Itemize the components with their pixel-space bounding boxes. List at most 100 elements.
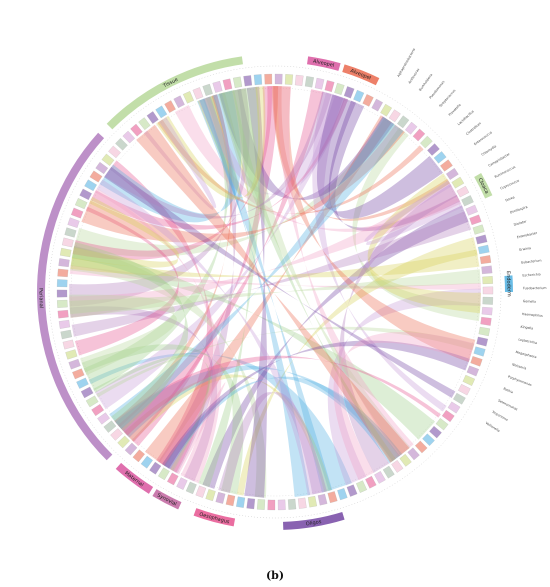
taxon-label: Streptococcus [438,88,456,108]
taxon-tile [473,346,486,357]
chord-ribbon [333,332,475,481]
taxon-tile [257,499,266,510]
taxon-tile [476,336,488,347]
taxon-label: Leptotrichia [518,337,537,345]
taxon-label: Enterococcus [473,130,493,146]
taxon-tile [482,296,494,305]
taxon-label: Enterobacter [516,231,538,240]
taxon-tile [108,145,121,159]
chord-ribbon [88,352,352,491]
guide-ring-outer [48,65,502,519]
taxon-tile [124,442,138,456]
taxon-tile [480,316,492,326]
segment-label: Alveopel [312,58,334,68]
taxon-tile [479,255,492,265]
taxon-tile [130,123,143,137]
taxon-label: Coprococcus [500,178,520,190]
taxon-tile [97,412,110,425]
taxon-tile [243,75,253,87]
segment-label: Perianal [37,288,44,308]
taxon-label: Burkholderia [418,73,433,92]
taxon-tile [67,217,80,228]
taxon-tile [470,356,483,367]
chord-ribbon [81,344,244,495]
chord-ribbon [115,365,400,462]
taxon-label: Ruminococcus [494,165,517,179]
figure-caption: (b) [265,569,285,582]
taxon-tile [304,76,314,88]
segment-band [474,173,493,199]
taxon-tile [132,449,145,463]
chord-ribbon [94,94,346,410]
taxon-tile [173,95,185,108]
taxon-tile [264,73,273,85]
taxon-tile [101,153,115,166]
taxon-tile [412,128,426,142]
taxon-tile [307,496,318,508]
taxon-label: Erwinia [519,246,531,252]
taxon-tile [103,420,117,433]
taxon-tile [466,365,479,377]
chord-ribbon [104,166,456,398]
taxon-label: Selenomonas [497,398,518,411]
taxon-tile [334,82,345,95]
taxon-tile [140,455,153,469]
chord-ribbon [159,378,226,475]
chord-ribbon [271,86,476,363]
taxon-tile [232,76,243,88]
chord-ribbon [244,86,268,498]
taxon-label: Haemophilus [522,312,543,318]
taxon-tile [422,433,435,446]
taxon-label: Megasphaera [515,350,537,359]
taxon-label: Oscillospira [509,205,528,215]
taxon-tile [382,465,395,479]
segment-label: Endoderm [505,271,512,297]
taxon-tile [212,80,223,93]
chord-ribbon [94,188,222,484]
taxon-label: Gemella [523,299,536,304]
chord-ribbon [99,90,241,223]
taxon-label: Neisseria [512,362,527,370]
taxon-tile [192,87,204,100]
taxon-label: Fusobacterium [523,286,547,290]
taxon-tile [440,159,453,172]
chord-ribbon [69,265,481,290]
taxon-tile [183,91,194,104]
taxon-tile [58,319,71,329]
chord-ribbon [70,245,436,440]
taxon-tile [365,476,377,489]
chord-ribbon [367,173,481,314]
taxon-label: Pseudomonas [428,80,445,100]
chord-ribbon [131,86,279,447]
taxon-tile [79,188,92,200]
taxon-label: Clostridium [465,121,482,136]
taxon-label: Dorea [505,195,515,202]
taxon-tile [115,138,128,151]
taxon-tile [85,395,99,408]
taxon-tile [481,306,493,316]
taxon-tile [277,499,286,511]
taxon-tile [371,98,383,112]
taxon-tile [399,454,412,467]
taxon-tile [76,377,89,389]
taxon-label: Porphyromonas [507,375,532,387]
taxon-tile [397,115,410,129]
taxon-label: Acidovorax [407,67,420,84]
taxon-tile [458,384,471,396]
taxon-tile [469,214,482,225]
taxon-tile [56,279,68,288]
taxon-tile [475,234,488,245]
chord-ribbon [69,294,177,376]
taxon-tile [391,460,404,473]
taxon-tile [215,492,226,504]
taxon-tile [482,286,494,295]
taxon-tile [481,265,493,275]
taxon-tile [222,78,233,91]
taxon-tile [456,185,470,198]
chord-ribbon [221,88,411,456]
taxon-tile [95,162,109,174]
taxon-tile [472,224,485,235]
taxon-tile [317,493,328,506]
taxon-tile [415,440,428,454]
taxon-label: Treponema [490,409,508,422]
